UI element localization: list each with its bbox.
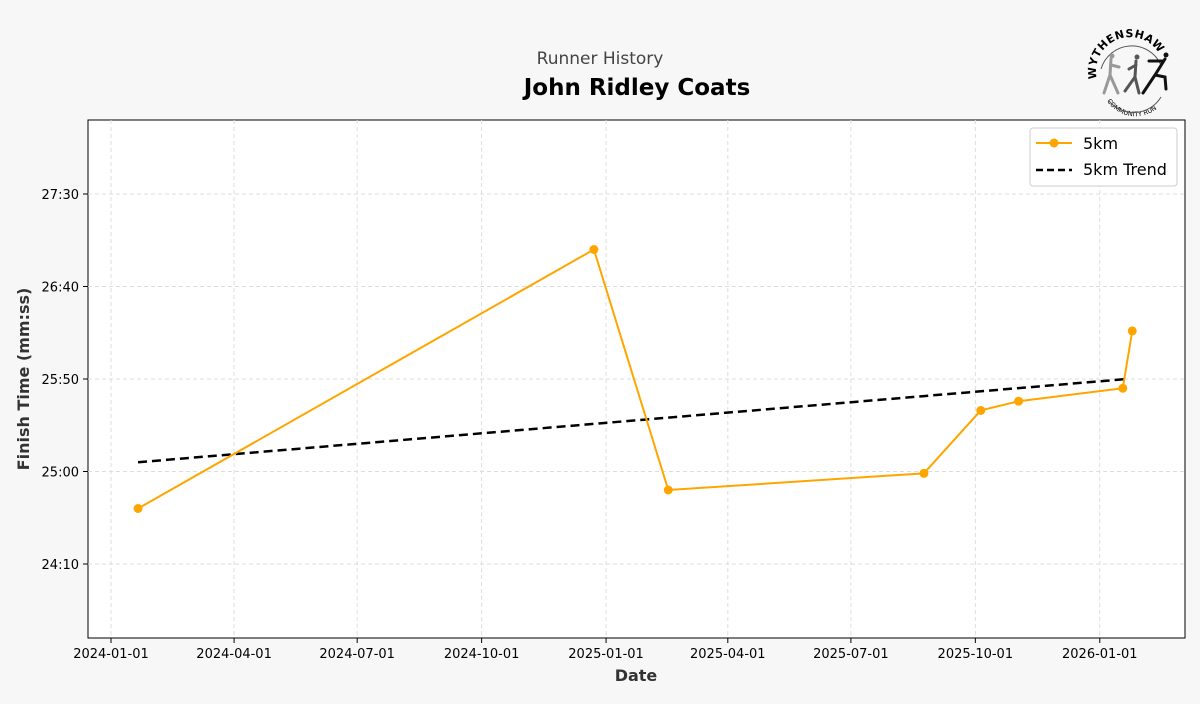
legend-trend-label: 5km Trend <box>1083 160 1167 179</box>
y-tick-label: 25:00 <box>42 466 79 481</box>
x-tick-label: 2024-10-01 <box>444 647 520 662</box>
x-tick-label: 2026-01-01 <box>1062 647 1138 662</box>
data-point-5km <box>1014 396 1024 406</box>
series-5km-line <box>137 248 1134 510</box>
y-tick-label: 25:50 <box>42 373 79 388</box>
data-point-5km <box>919 468 929 478</box>
x-tick-label: 2024-01-01 <box>73 647 149 662</box>
data-point-5km <box>663 485 673 495</box>
legend: 5km 5km Trend <box>1029 127 1178 187</box>
data-point-5km <box>589 245 599 254</box>
chart-subtitle: Runner History <box>537 49 664 69</box>
y-tick-label: 26:40 <box>42 281 79 296</box>
x-tick-label: 2025-01-01 <box>568 647 644 662</box>
y-tick-label: 24:10 <box>42 558 79 573</box>
x-tick-label: 2024-07-01 <box>319 647 395 662</box>
x-tick-label: 2025-07-01 <box>813 647 889 662</box>
legend-5km-marker <box>1049 138 1059 148</box>
chart-title: John Ridley Coats <box>522 75 751 101</box>
legend-5km-label: 5km <box>1083 134 1118 153</box>
svg-text:WYTHENSHAWE: WYTHENSHAWE <box>1086 27 1167 79</box>
x-tick-label: 2025-10-01 <box>938 647 1014 662</box>
data-point-5km <box>1127 326 1137 336</box>
trend-line <box>137 377 1127 464</box>
x-axis-label: Date <box>615 666 658 685</box>
data-point-5km <box>976 405 986 415</box>
logo: WYTHENSHAWE COMMUNITY RUN <box>1086 27 1169 118</box>
data-point-5km <box>1118 383 1128 393</box>
y-tick-label: 27:30 <box>42 188 79 203</box>
x-tick-label: 2025-04-01 <box>690 647 766 662</box>
y-axis-label: Finish Time (mm:ss) <box>14 288 33 471</box>
data-point-5km <box>133 504 143 513</box>
x-tick-label: 2024-04-01 <box>196 647 272 662</box>
